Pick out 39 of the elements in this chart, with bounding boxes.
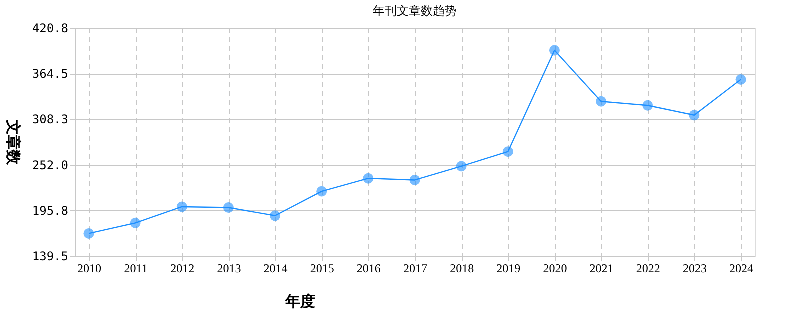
y-tick-label: 308.3 [32, 112, 68, 127]
x-tick-label: 2011 [124, 262, 148, 276]
x-tick-label: 2015 [310, 262, 334, 276]
point [363, 173, 374, 184]
y-tick-label: 252.0 [32, 158, 68, 172]
x-tick-label: 2010 [77, 262, 102, 276]
x-tick-label: 2012 [170, 262, 195, 276]
point [270, 210, 281, 222]
x-tick-label: 2024 [730, 262, 754, 276]
chart-title: 年刊文章数趋势 [373, 4, 457, 18]
point [316, 186, 328, 197]
x-tick-label: 2016 [356, 262, 381, 276]
point [130, 218, 141, 228]
point [176, 202, 188, 212]
point [223, 202, 234, 214]
x-tick-label: 2023 [682, 262, 707, 276]
point [596, 96, 607, 107]
x-tick-label: 2017 [404, 262, 428, 276]
point [410, 174, 420, 186]
x-tick-label: 2019 [496, 262, 521, 276]
point [689, 110, 700, 121]
y-tick-label: 195.8 [32, 204, 68, 218]
y-axis-title: 文章数 [4, 119, 22, 166]
y-tick-label: 420.8 [32, 22, 68, 36]
x-tick-label: 2022 [636, 262, 660, 276]
x-tick-label: 2018 [450, 262, 474, 276]
x-tick-label: 2014 [264, 262, 288, 276]
point [456, 161, 467, 172]
x-tick-label: 2021 [590, 262, 614, 276]
y-tick-label: 139.5 [32, 250, 68, 264]
x-tick-label: 2020 [543, 262, 568, 276]
y-tick-label: 364.5 [32, 67, 68, 82]
point [642, 100, 654, 111]
x-tick-label: 2013 [217, 262, 242, 276]
point [84, 228, 94, 239]
point [502, 146, 514, 158]
point [549, 45, 560, 56]
point [736, 74, 746, 85]
x-axis-title: 年度 [284, 292, 316, 310]
